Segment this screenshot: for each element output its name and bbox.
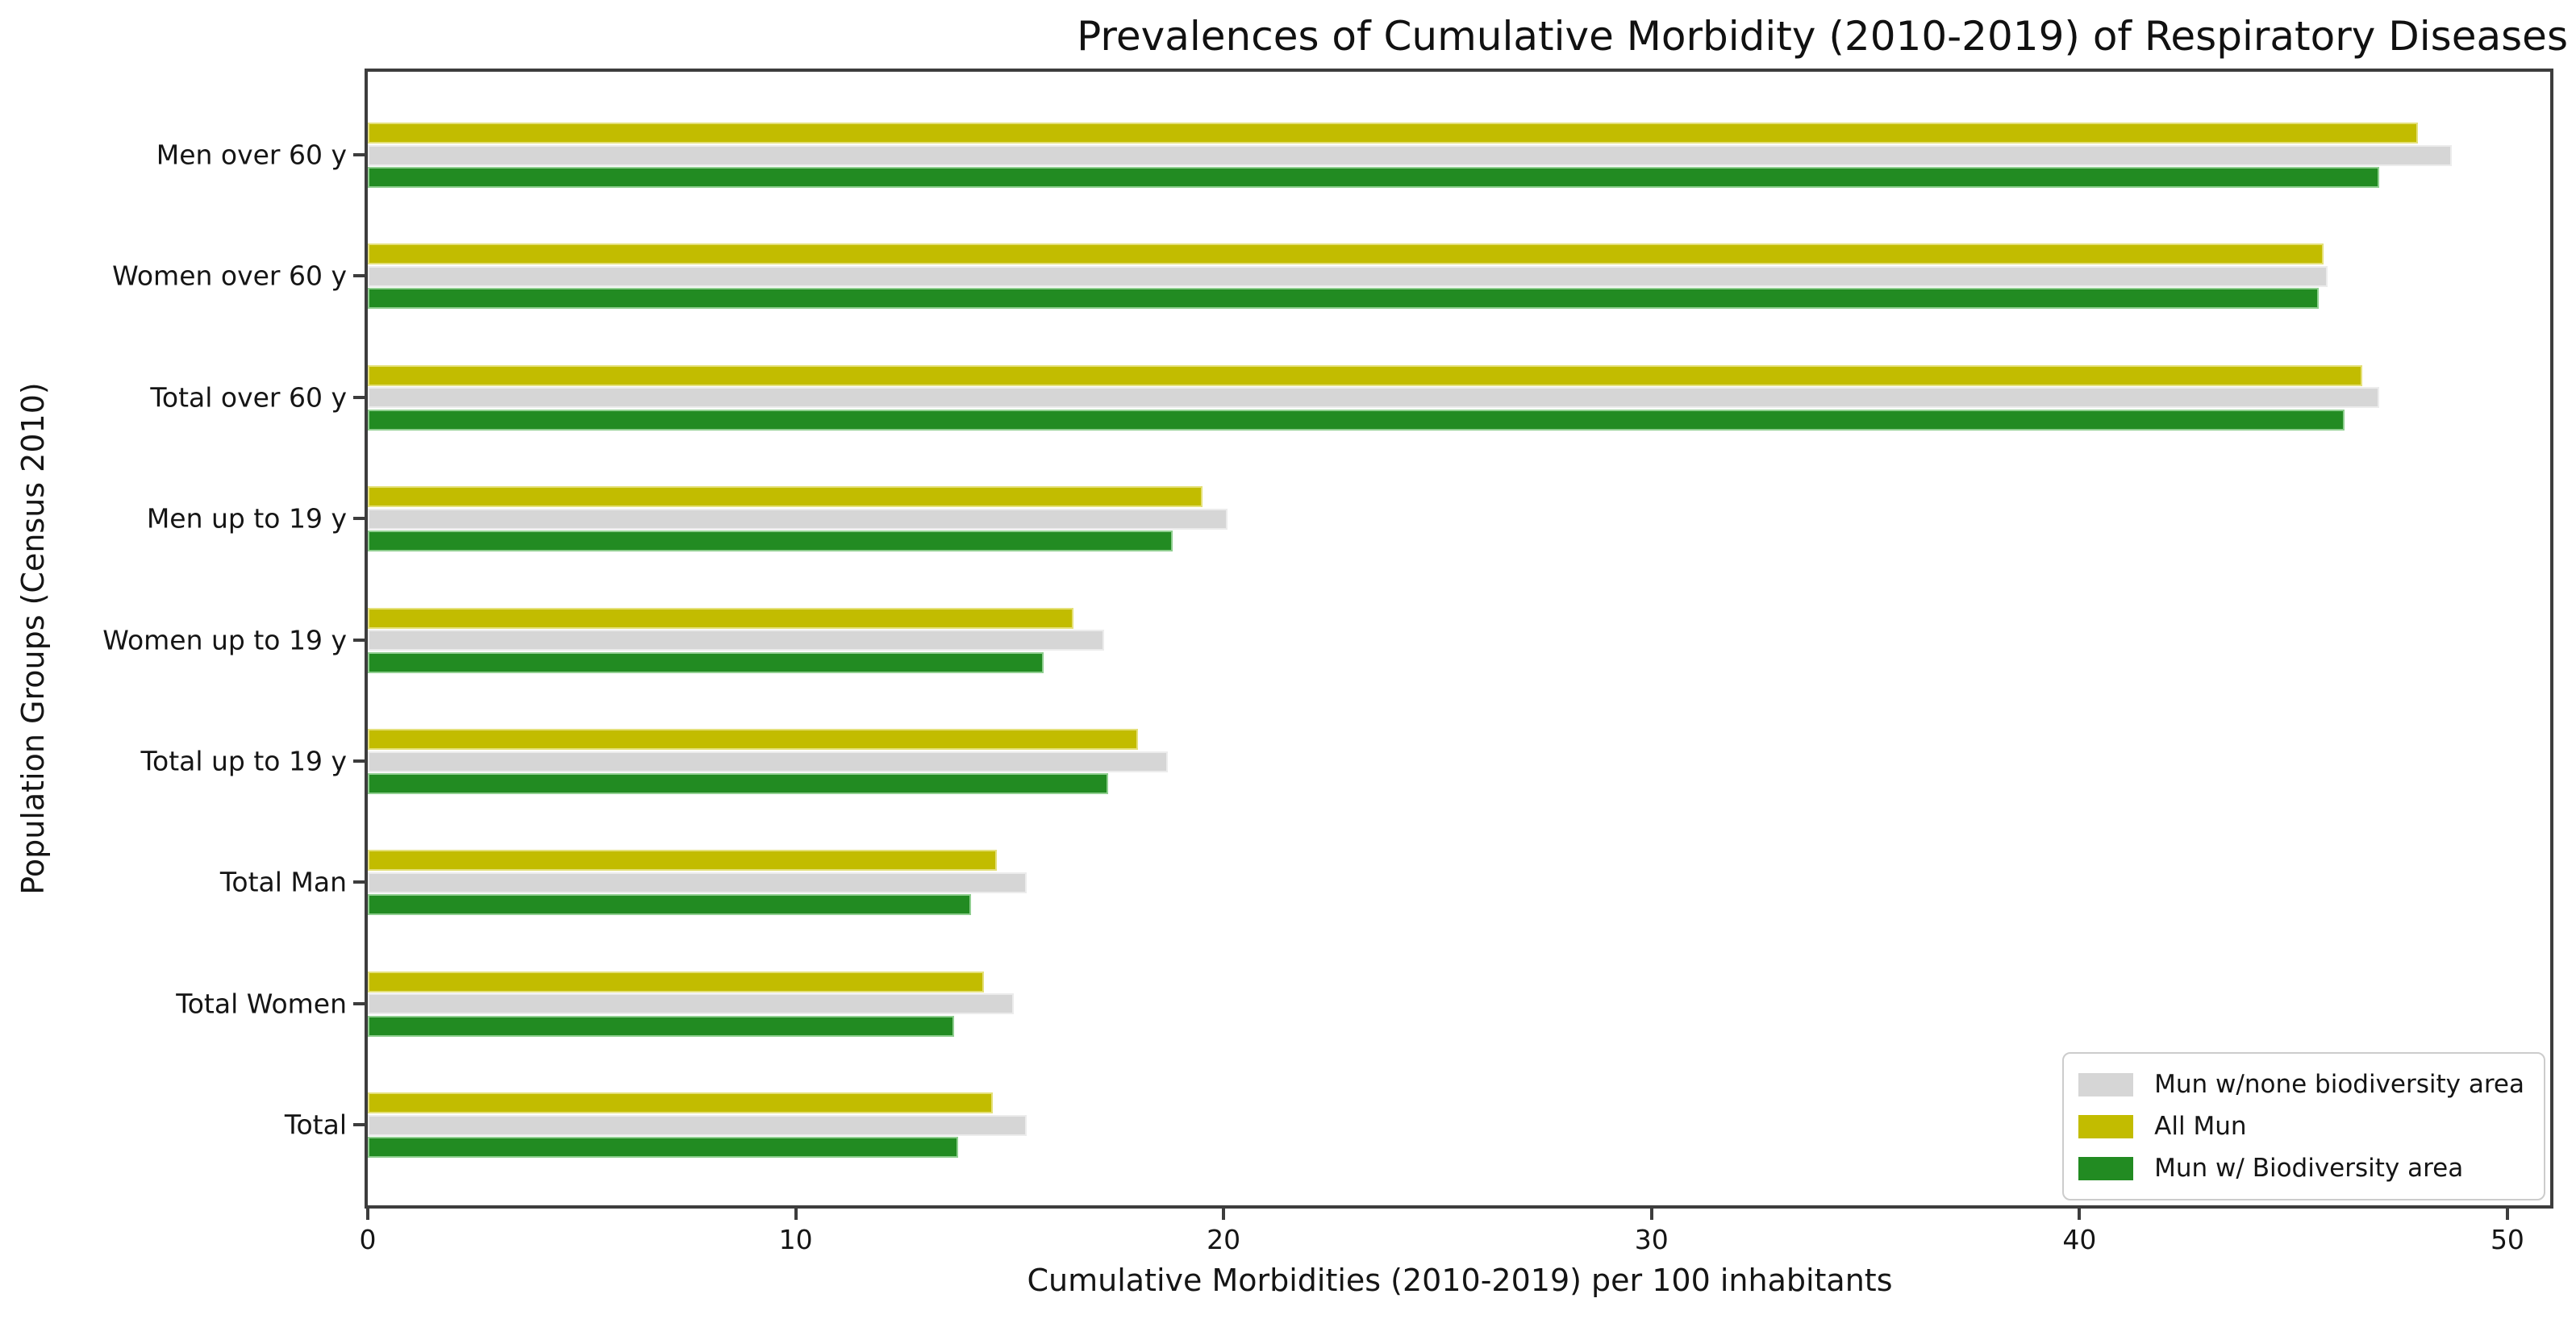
xtick-mark-0 <box>366 1209 369 1220</box>
bar-mun-w-none-biodiversity-area-total-women <box>368 993 1014 1015</box>
bar-mun-w-none-biodiversity-area-total-over-60-y <box>368 387 2379 409</box>
ytick-label-men-over-60-y: Men over 60 y <box>156 139 347 171</box>
chart-title: Prevalences of Cumulative Morbidity (201… <box>1077 13 2568 60</box>
ytick-mark-men-up-to-19-y <box>353 517 365 521</box>
ytick-mark-men-over-60-y <box>353 153 365 156</box>
bar-mun-w-biodiversity-area-total-up-to-19-y <box>368 773 1108 794</box>
bar-all-mun-women-over-60-y <box>368 243 2324 265</box>
bar-mun-w-biodiversity-area-total-women <box>368 1015 954 1037</box>
ytick-mark-total-man <box>353 880 365 884</box>
xtick-mark-30 <box>1649 1209 1653 1220</box>
bar-all-mun-total <box>368 1092 993 1114</box>
xtick-mark-40 <box>2078 1209 2082 1220</box>
bar-mun-w-biodiversity-area-total <box>368 1137 958 1159</box>
bar-mun-w-none-biodiversity-area-men-up-to-19-y <box>368 508 1228 530</box>
legend-swatch-all-mun <box>2078 1114 2134 1138</box>
ytick-label-men-up-to-19-y: Men up to 19 y <box>146 502 347 535</box>
ytick-mark-total-over-60-y <box>353 395 365 399</box>
legend-label-mun-w-biodiversity-area: Mun w/ Biodiversity area <box>2154 1154 2464 1183</box>
xtick-label-40: 40 <box>2062 1224 2097 1255</box>
bar-mun-w-biodiversity-area-women-over-60-y <box>368 288 2319 310</box>
bar-all-mun-women-up-to-19-y <box>368 607 1073 629</box>
bar-mun-w-none-biodiversity-area-women-up-to-19-y <box>368 630 1104 651</box>
xtick-label-30: 30 <box>1634 1224 1669 1255</box>
x-axis-label: Cumulative Morbidities (2010-2019) per 1… <box>1027 1263 1893 1298</box>
ytick-label-total-women: Total Women <box>176 988 347 1020</box>
xtick-label-10: 10 <box>778 1224 813 1255</box>
legend-label-all-mun: All Mun <box>2154 1112 2247 1141</box>
bar-all-mun-total-man <box>368 850 997 872</box>
bar-all-mun-total-women <box>368 971 984 992</box>
ytick-label-total-over-60-y: Total over 60 y <box>150 381 347 414</box>
bar-mun-w-none-biodiversity-area-total <box>368 1114 1027 1136</box>
xtick-mark-10 <box>794 1209 798 1220</box>
ytick-label-women-up-to-19-y: Women up to 19 y <box>102 624 347 656</box>
bar-mun-w-biodiversity-area-women-up-to-19-y <box>368 651 1044 673</box>
ytick-label-total: Total <box>284 1109 347 1141</box>
ytick-mark-women-up-to-19-y <box>353 638 365 642</box>
bar-all-mun-total-up-to-19-y <box>368 729 1138 750</box>
xtick-label-20: 20 <box>1207 1224 1241 1255</box>
xtick-mark-20 <box>1222 1209 1226 1220</box>
ytick-mark-women-over-60-y <box>353 274 365 278</box>
bar-mun-w-none-biodiversity-area-women-over-60-y <box>368 265 2328 287</box>
bar-mun-w-none-biodiversity-area-men-over-60-y <box>368 144 2452 166</box>
legend-row-all-mun: All Mun <box>2078 1105 2524 1147</box>
bar-mun-w-none-biodiversity-area-total-man <box>368 872 1027 893</box>
legend-label-mun-w-none-biodiversity-area: Mun w/none biodiversity area <box>2154 1070 2524 1099</box>
ytick-label-women-over-60-y: Women over 60 y <box>112 260 347 292</box>
bar-all-mun-men-up-to-19-y <box>368 486 1203 508</box>
ytick-label-total-man: Total Man <box>219 866 347 898</box>
y-axis-label: Population Groups (Census 2010) <box>15 382 51 895</box>
xtick-mark-50 <box>2505 1209 2509 1220</box>
ytick-label-total-up-to-19-y: Total up to 19 y <box>140 745 347 777</box>
bar-mun-w-biodiversity-area-total-over-60-y <box>368 409 2345 431</box>
bar-mun-w-biodiversity-area-men-up-to-19-y <box>368 531 1173 552</box>
xtick-label-0: 0 <box>359 1224 377 1255</box>
plot-area: Mun w/none biodiversity area All Mun Mun w… <box>365 69 2553 1209</box>
legend-row-mun-w-biodiversity-area: Mun w/ Biodiversity area <box>2078 1147 2524 1189</box>
ytick-mark-total-women <box>353 1001 365 1005</box>
ytick-mark-total-up-to-19-y <box>353 759 365 763</box>
legend-swatch-mun-w-none-biodiversity-area <box>2078 1072 2134 1096</box>
bar-all-mun-men-over-60-y <box>368 123 2418 144</box>
bar-all-mun-total-over-60-y <box>368 364 2362 386</box>
legend-row-mun-w-none-biodiversity-area: Mun w/none biodiversity area <box>2078 1063 2524 1105</box>
legend: Mun w/none biodiversity area All Mun Mun w… <box>2062 1052 2545 1200</box>
xtick-label-50: 50 <box>2490 1224 2524 1255</box>
bar-mun-w-none-biodiversity-area-total-up-to-19-y <box>368 751 1168 772</box>
bar-mun-w-biodiversity-area-total-man <box>368 894 971 916</box>
legend-swatch-mun-w-biodiversity-area <box>2078 1156 2134 1180</box>
ytick-mark-total <box>353 1123 365 1127</box>
bar-mun-w-biodiversity-area-men-over-60-y <box>368 167 2379 188</box>
